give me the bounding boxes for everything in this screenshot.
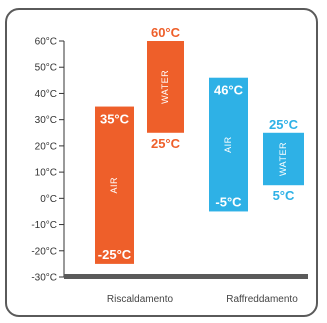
y-tick-label: -20°C (31, 246, 57, 257)
bar-name-air-cooling: AIR (223, 136, 233, 153)
y-tick-label: 0°C (40, 194, 57, 205)
y-tick-label: -10°C (31, 220, 57, 231)
category-label: Riscaldamento (107, 294, 174, 305)
y-tick-label: 50°C (35, 63, 57, 74)
bar-air-cooling (209, 77, 248, 212)
max-label-air-heating: 35°C (100, 112, 130, 127)
x-axis-baseline (64, 274, 308, 279)
bar-water-heating (147, 41, 184, 133)
y-tick-label: 60°C (35, 37, 57, 48)
bars (95, 41, 304, 264)
y-tick-label: 20°C (35, 141, 57, 152)
min-label-water-cooling: 5°C (273, 188, 295, 203)
bar-air-heating (95, 106, 134, 264)
min-label-air-heating: -25°C (98, 247, 132, 262)
max-label-air-cooling: 46°C (214, 83, 244, 98)
category-label: Raffreddamento (226, 294, 298, 305)
y-tick-label: 40°C (35, 89, 57, 100)
max-label-water-cooling: 25°C (269, 117, 299, 132)
max-label-water-heating: 60°C (151, 25, 181, 40)
y-axis: 60°C 50°C 40°C 30°C 20°C 10°C 0°C -10°C -20°C -30… (31, 37, 308, 284)
bar-name-water-heating: WATER (160, 70, 170, 104)
bar-water-cooling (263, 132, 304, 186)
y-tick-label: -30°C (31, 273, 57, 284)
bar-name-water-cooling: WATER (278, 142, 288, 176)
labels: AIR 35°C -25°C WATER 60°C 25°C AIR 46°C -5°C WATE… (98, 25, 299, 305)
y-tick-label: 10°C (35, 168, 57, 179)
y-tick-label: 30°C (35, 115, 57, 126)
bar-name-air-heating: AIR (109, 177, 119, 194)
min-label-air-cooling: -5°C (215, 194, 242, 209)
min-label-water-heating: 25°C (151, 136, 181, 151)
